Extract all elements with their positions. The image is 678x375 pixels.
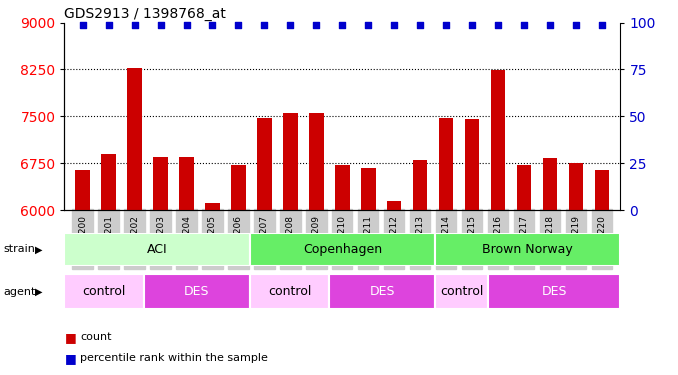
Point: [389, 22, 400, 28]
Text: ACI: ACI: [146, 243, 167, 256]
Bar: [491, 70, 505, 210]
Bar: [250, 232, 435, 266]
Point: [155, 22, 166, 28]
Bar: [64, 274, 144, 309]
Bar: [387, 201, 401, 210]
Bar: [329, 274, 435, 309]
Bar: [102, 154, 116, 210]
Bar: [64, 232, 250, 266]
Bar: [465, 119, 479, 210]
Bar: [435, 274, 488, 309]
Bar: [439, 118, 454, 210]
Bar: [543, 158, 557, 210]
Text: ■: ■: [64, 352, 76, 364]
Text: DES: DES: [184, 285, 210, 298]
Point: [129, 22, 140, 28]
Point: [233, 22, 244, 28]
Bar: [231, 165, 245, 210]
Text: GDS2913 / 1398768_at: GDS2913 / 1398768_at: [64, 8, 226, 21]
Bar: [144, 274, 250, 309]
Text: percentile rank within the sample: percentile rank within the sample: [80, 353, 268, 363]
Bar: [75, 170, 89, 210]
Bar: [361, 168, 376, 210]
Text: ■: ■: [64, 331, 76, 344]
Bar: [153, 157, 167, 210]
Point: [467, 22, 478, 28]
Point: [207, 22, 218, 28]
Bar: [335, 165, 350, 210]
Bar: [250, 274, 329, 309]
Bar: [180, 157, 194, 210]
Text: DES: DES: [370, 285, 395, 298]
Bar: [205, 202, 220, 210]
Bar: [283, 112, 298, 210]
Bar: [488, 274, 620, 309]
Point: [77, 22, 88, 28]
Text: Brown Norway: Brown Norway: [482, 243, 573, 256]
Text: count: count: [80, 333, 111, 342]
Bar: [435, 232, 620, 266]
Point: [285, 22, 296, 28]
Bar: [127, 68, 142, 210]
Bar: [569, 163, 583, 210]
Point: [597, 22, 607, 28]
Text: strain: strain: [3, 244, 35, 254]
Point: [545, 22, 556, 28]
Text: agent: agent: [3, 286, 36, 297]
Point: [259, 22, 270, 28]
Text: DES: DES: [542, 285, 567, 298]
Bar: [309, 112, 323, 210]
Point: [415, 22, 426, 28]
Bar: [517, 165, 532, 210]
Point: [441, 22, 452, 28]
Text: Copenhagen: Copenhagen: [303, 243, 382, 256]
Text: ▶: ▶: [35, 286, 43, 297]
Bar: [595, 170, 610, 210]
Point: [181, 22, 192, 28]
Point: [571, 22, 582, 28]
Bar: [258, 118, 272, 210]
Point: [363, 22, 374, 28]
Bar: [413, 160, 427, 210]
Point: [493, 22, 504, 28]
Point: [337, 22, 348, 28]
Point: [311, 22, 322, 28]
Text: control: control: [268, 285, 311, 298]
Point: [519, 22, 530, 28]
Text: ▶: ▶: [35, 244, 43, 254]
Point: [103, 22, 114, 28]
Text: control: control: [83, 285, 126, 298]
Text: control: control: [440, 285, 483, 298]
